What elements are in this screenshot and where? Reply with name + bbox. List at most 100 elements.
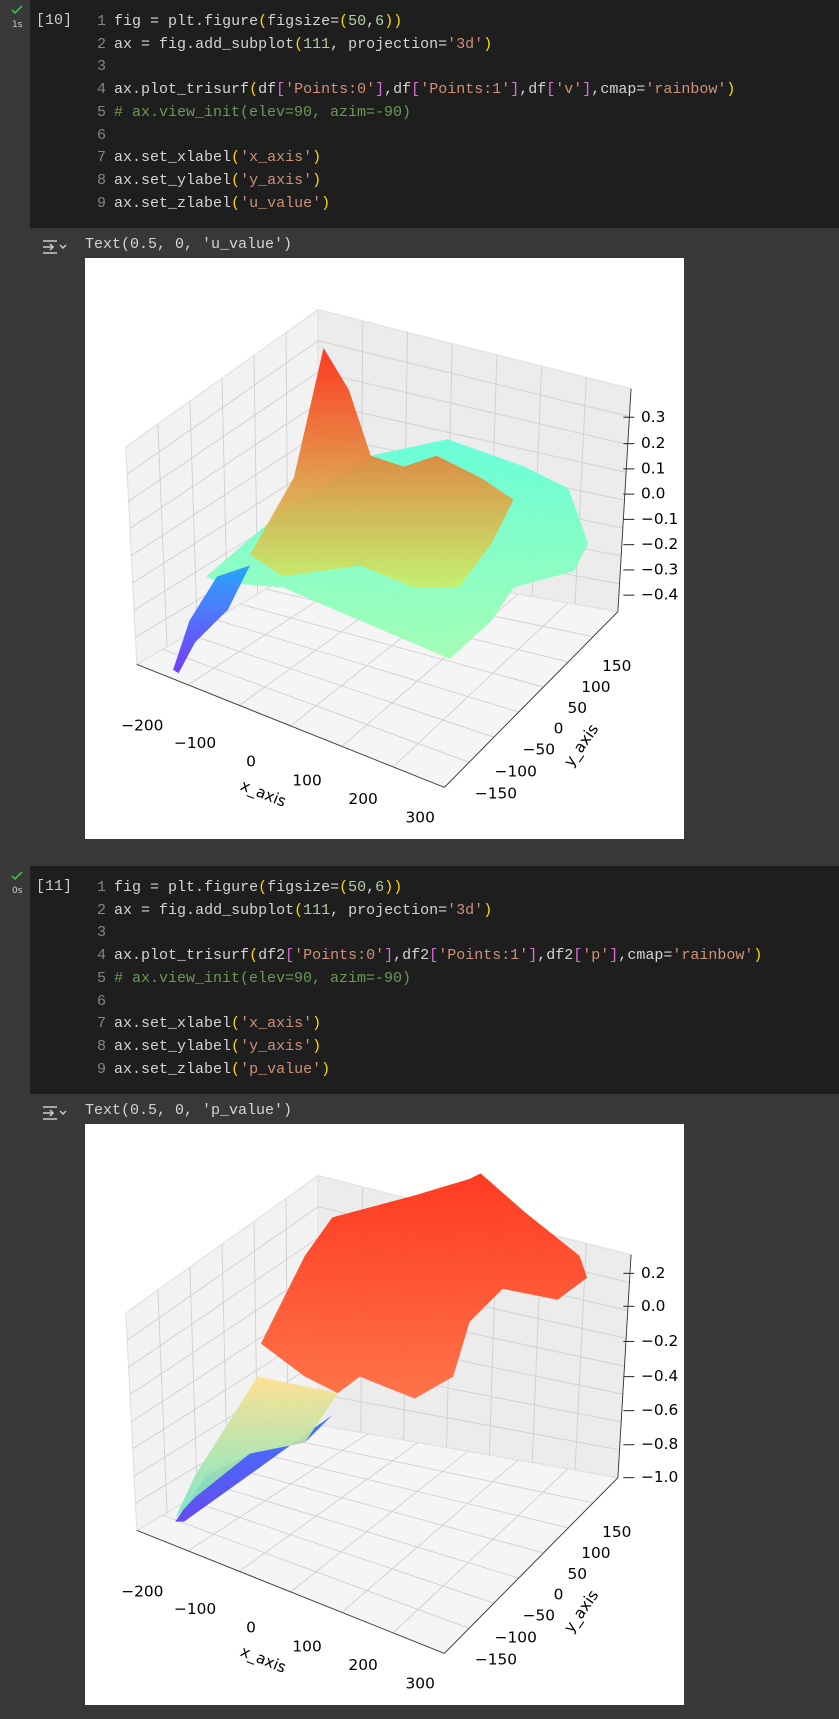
grid-line bbox=[162, 648, 470, 763]
y-tick-label: −100 bbox=[495, 1629, 537, 1647]
code-token: ( bbox=[249, 81, 259, 99]
code-token: = bbox=[132, 35, 160, 53]
z-tick-label: −0.4 bbox=[641, 586, 678, 604]
code-token: , bbox=[330, 901, 349, 919]
code-token: 'x_axis' bbox=[240, 1015, 313, 1033]
code-token: ) bbox=[312, 1015, 322, 1033]
grid-line bbox=[317, 371, 628, 445]
line-number: 1 bbox=[96, 879, 106, 896]
grid-line bbox=[290, 1450, 469, 1593]
code-token: df bbox=[258, 81, 277, 99]
code-token: 6 bbox=[375, 13, 385, 30]
grid-line bbox=[188, 633, 495, 738]
output-icon[interactable] bbox=[42, 238, 68, 256]
code-token: = bbox=[636, 81, 646, 99]
code-token: 'y_axis' bbox=[240, 1037, 313, 1055]
line-number: 7 bbox=[96, 1015, 106, 1033]
code-token: ) bbox=[753, 947, 763, 965]
code-token: [ bbox=[429, 947, 439, 965]
z-tick-label: 0.2 bbox=[641, 434, 665, 452]
code-token: 'u_value' bbox=[240, 194, 322, 212]
code-token: ( bbox=[231, 1060, 241, 1078]
output-icon[interactable] bbox=[42, 1104, 68, 1122]
code-token: = bbox=[663, 947, 673, 965]
code-token: ) bbox=[384, 13, 394, 30]
code-token: ) bbox=[393, 879, 403, 896]
code-token: add_subplot bbox=[195, 901, 295, 919]
code-token: ( bbox=[249, 947, 259, 965]
exec-time: 1s bbox=[12, 20, 23, 30]
code-token: [ bbox=[573, 947, 583, 965]
code-line: fig = plt.figure(figsize=(50,6)) bbox=[114, 877, 402, 899]
code-token: ( bbox=[339, 879, 349, 896]
code-token: [ bbox=[276, 81, 286, 99]
line-number: 8 bbox=[96, 171, 106, 189]
output-text: Text(0.5, 0, 'u_value') bbox=[85, 236, 293, 253]
code-line: ax.set_zlabel('u_value') bbox=[114, 193, 330, 215]
y-tick-label: 50 bbox=[567, 699, 587, 717]
code-token: # ax.view_init(elev=90, azim=-90) bbox=[114, 103, 412, 121]
plot-3d: 0.3 0.2 0.1 0.0 −0.1 −0.2 −0.3 −0.4 −200 −100 0 100… bbox=[85, 258, 684, 839]
x-tick-label: 300 bbox=[406, 809, 435, 827]
code-cell bbox=[30, 866, 839, 1094]
code-token: ( bbox=[231, 149, 241, 167]
code-token: = bbox=[330, 13, 340, 30]
code-token: 'rainbow' bbox=[645, 81, 727, 99]
grid-line bbox=[133, 1362, 319, 1477]
axis-line bbox=[617, 1254, 632, 1478]
code-token: . bbox=[132, 1015, 142, 1033]
line-number: 4 bbox=[96, 947, 106, 965]
code-token: = bbox=[438, 901, 448, 919]
code-token: projection bbox=[348, 901, 439, 919]
code-token: set_zlabel bbox=[141, 1060, 232, 1078]
grid-line bbox=[214, 618, 519, 713]
code-token: '3d' bbox=[447, 35, 484, 53]
z-tick-label: 0.1 bbox=[641, 459, 665, 477]
code-token: figsize bbox=[267, 13, 331, 30]
z-tick-label: 0.3 bbox=[641, 408, 665, 426]
code-token: cmap bbox=[627, 947, 664, 965]
code-token: ( bbox=[294, 35, 304, 53]
line-number: 9 bbox=[96, 1060, 106, 1078]
code-token: . bbox=[132, 149, 142, 167]
code-token: 'p_value' bbox=[240, 1060, 322, 1078]
code-token: , bbox=[366, 13, 376, 30]
grid-line bbox=[128, 371, 319, 502]
z-tick-label: −0.1 bbox=[641, 510, 678, 528]
z-tick-label: −0.6 bbox=[641, 1401, 678, 1419]
code-token: set_xlabel bbox=[141, 149, 232, 167]
code-token: ) bbox=[483, 901, 493, 919]
check-mark bbox=[11, 871, 23, 881]
code-token: 'Points:0' bbox=[294, 947, 385, 965]
code-token: ax bbox=[114, 35, 133, 53]
x-tick-label: 100 bbox=[292, 1637, 321, 1655]
code-line: ax.plot_trisurf(df2['Points:0'],df2['Poi… bbox=[114, 945, 762, 967]
code-line: ax = fig.add_subplot(111, projection='3d… bbox=[114, 34, 492, 56]
grid-line bbox=[162, 1514, 470, 1629]
grid-line bbox=[392, 602, 569, 768]
exec-time: 0s bbox=[12, 886, 23, 896]
code-token: df bbox=[528, 81, 547, 99]
code-cell bbox=[30, 0, 839, 228]
grid-line bbox=[129, 1268, 319, 1395]
plot-3d: 0.2 0.0 −0.2 −0.4 −0.6 −0.8 −1.0 −200 −100 0 100 20… bbox=[85, 1124, 684, 1705]
code-token: ) bbox=[726, 81, 736, 99]
icon-glyph bbox=[43, 1106, 67, 1120]
run-check bbox=[11, 5, 23, 15]
code-token: set_ylabel bbox=[141, 171, 232, 189]
x-tick-label: 0 bbox=[246, 1619, 256, 1637]
code-token: '3d' bbox=[447, 901, 484, 919]
line-number: 5 bbox=[96, 969, 106, 987]
code-token: ] bbox=[510, 81, 520, 99]
line-number: 6 bbox=[96, 126, 106, 144]
code-token: 'v' bbox=[555, 81, 583, 99]
code-token: ) bbox=[321, 1060, 331, 1078]
code-token: 111 bbox=[303, 901, 331, 919]
z-tick-label: −1.0 bbox=[641, 1468, 678, 1486]
grid-line bbox=[317, 1393, 620, 1451]
code-token: projection bbox=[348, 35, 439, 53]
code-token: cmap bbox=[600, 81, 637, 99]
code-token: 'rainbow' bbox=[672, 947, 754, 965]
line-number: 2 bbox=[96, 35, 106, 53]
